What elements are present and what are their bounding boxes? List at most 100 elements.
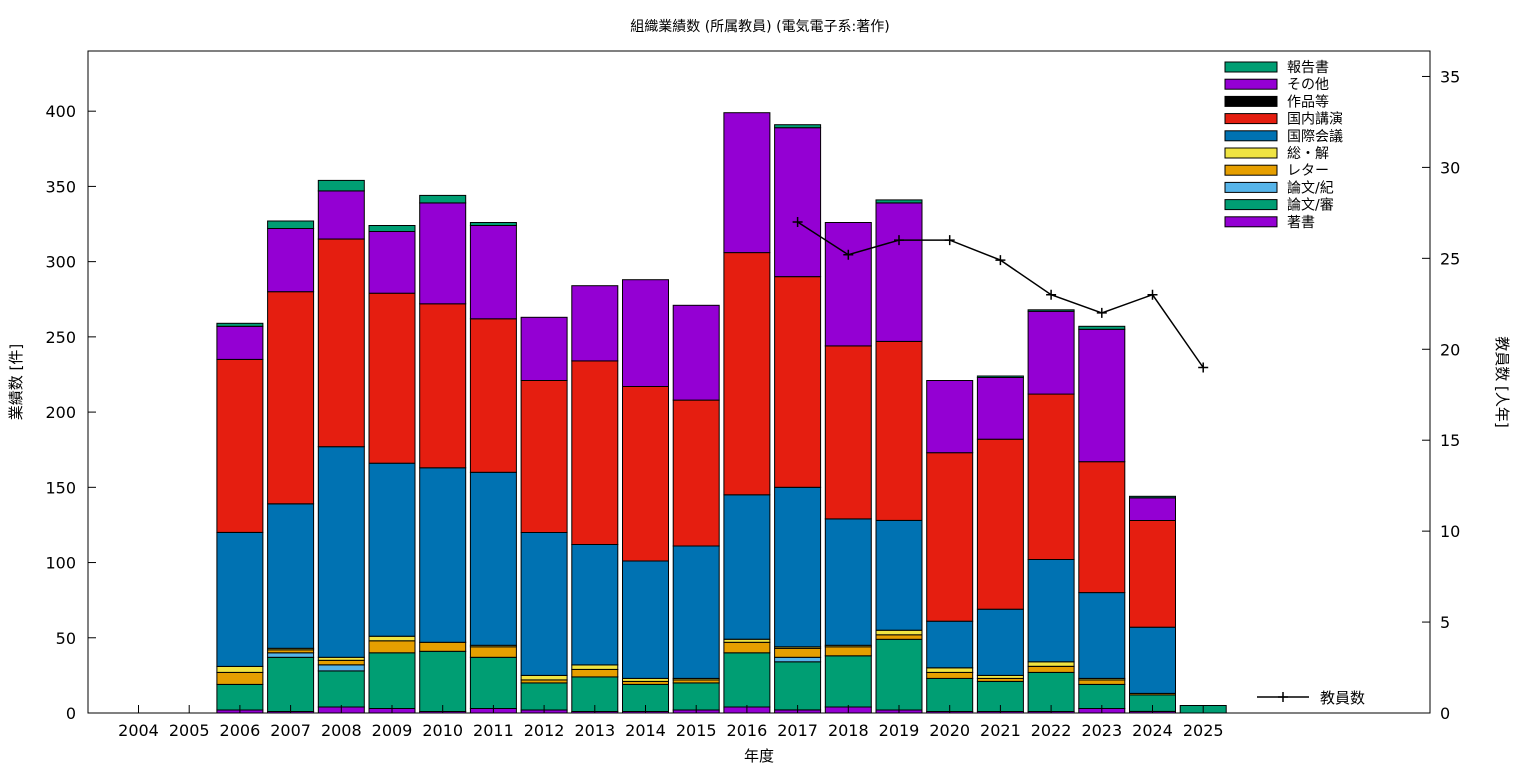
bar-segment <box>267 503 315 649</box>
bar-segment <box>267 291 315 505</box>
bar-segment <box>824 222 872 347</box>
bar-segment <box>723 252 771 496</box>
bar-segment <box>520 316 568 381</box>
bar-segment <box>216 358 264 533</box>
y2-tick-label: 15 <box>1440 431 1460 450</box>
x-axis-label: 年度 <box>744 747 774 765</box>
x-tick-label: 2014 <box>625 721 666 740</box>
teacher-count-point <box>1046 289 1057 300</box>
bar-segment <box>1027 309 1075 312</box>
bar-segment <box>824 646 872 657</box>
x-tick-label: 2025 <box>1183 721 1224 740</box>
bar-segment <box>419 650 467 712</box>
y2-tick-label: 5 <box>1440 613 1450 632</box>
bar-segment <box>1078 679 1126 685</box>
bar-segment <box>419 202 467 305</box>
bar-segment <box>267 652 315 658</box>
y-axis-left: 0 50 100 150 200 250 300 350 400 <box>45 102 96 723</box>
bar-segment <box>1078 592 1126 679</box>
bar-segment <box>1027 310 1075 395</box>
bar-segment <box>774 276 822 488</box>
bar-segment <box>875 199 923 204</box>
y2-tick-label: 10 <box>1440 522 1460 541</box>
legend-label: 国際会議 <box>1287 128 1343 145</box>
legend-label: 論文/紀 <box>1287 180 1334 196</box>
bar-segment <box>267 220 315 229</box>
bar-segment <box>1027 559 1075 663</box>
teacher-count-point <box>1147 289 1158 300</box>
bar-segment <box>1027 661 1075 667</box>
teacher-count-point <box>944 235 955 246</box>
bar-segment <box>1078 683 1126 710</box>
bar-segment <box>216 325 264 360</box>
y-tick-label: 150 <box>45 478 76 497</box>
bar-segment <box>622 560 669 679</box>
bar-segment <box>469 222 517 226</box>
teacher-count-point <box>1198 362 1209 373</box>
legend-label: 総・解 <box>1287 146 1329 162</box>
y-tick-label: 100 <box>45 554 76 573</box>
bar-segment <box>774 127 822 278</box>
y-tick-label: 50 <box>56 629 76 648</box>
y-tick-label: 400 <box>45 102 76 121</box>
x-tick-label: 2019 <box>879 721 920 740</box>
bar-segment <box>875 638 923 711</box>
legend-label: その他 <box>1287 77 1329 93</box>
y-tick-label: 250 <box>45 328 76 347</box>
x-tick-label: 2018 <box>828 721 869 740</box>
teacher-count-point <box>1096 307 1107 318</box>
y2-tick-label: 30 <box>1440 158 1460 177</box>
bar-segment <box>875 340 923 521</box>
legend-swatch <box>1224 95 1278 107</box>
bar-segment <box>976 375 1024 378</box>
bar-segment <box>216 665 264 673</box>
bar-segment <box>317 179 365 192</box>
x-tick-label: 2009 <box>372 721 413 740</box>
bar-segment <box>926 667 974 673</box>
x-tick-label: 2011 <box>473 721 514 740</box>
legend-swatch <box>1224 181 1278 193</box>
bar-segment <box>469 225 517 320</box>
bar-segment <box>368 462 416 637</box>
bar-segment <box>317 670 365 708</box>
bar-segment <box>267 656 315 712</box>
legend-swatch <box>1224 216 1278 228</box>
legend-swatch <box>1224 199 1278 211</box>
x-tick-label: 2010 <box>422 721 463 740</box>
x-tick-label: 2006 <box>220 721 261 740</box>
bar-segment <box>1078 328 1126 463</box>
x-tick-label: 2023 <box>1081 721 1122 740</box>
bar-segment <box>571 285 619 362</box>
bar-segment <box>317 190 365 240</box>
legend-line-marker <box>1278 692 1288 702</box>
bar-segment <box>419 467 467 643</box>
bar-segment <box>774 486 822 648</box>
bar-segment <box>774 656 822 663</box>
bar-segment <box>1129 495 1176 499</box>
x-tick-label: 2022 <box>1031 721 1072 740</box>
bar-segment <box>571 668 619 678</box>
bar-segment <box>824 345 872 520</box>
bar-segment <box>875 519 923 631</box>
x-tick-label: 2008 <box>321 721 362 740</box>
bar-segment <box>1027 393 1075 560</box>
bar-segment <box>571 544 619 666</box>
bar-segment <box>469 656 517 709</box>
teacher-count-point <box>792 216 803 227</box>
bar-segment <box>976 438 1024 610</box>
x-tick-label: 2013 <box>574 721 615 740</box>
bar-segment <box>520 674 568 681</box>
legend-label: 著書 <box>1287 215 1315 231</box>
bar-segment <box>1027 665 1075 673</box>
x-tick-label: 2020 <box>929 721 970 740</box>
y-tick-label: 0 <box>66 704 76 723</box>
bar-segment <box>824 518 872 646</box>
bar-segment <box>419 303 467 469</box>
x-tick-label: 2015 <box>676 721 717 740</box>
bar-segment <box>419 641 467 652</box>
bar-segment <box>723 638 771 643</box>
chart-title: 組織業績数 (所属教員) (電気電子系:著作) <box>630 19 889 35</box>
bar-segment <box>622 386 669 562</box>
bar-segment <box>419 194 467 204</box>
bar-segment <box>317 664 365 672</box>
